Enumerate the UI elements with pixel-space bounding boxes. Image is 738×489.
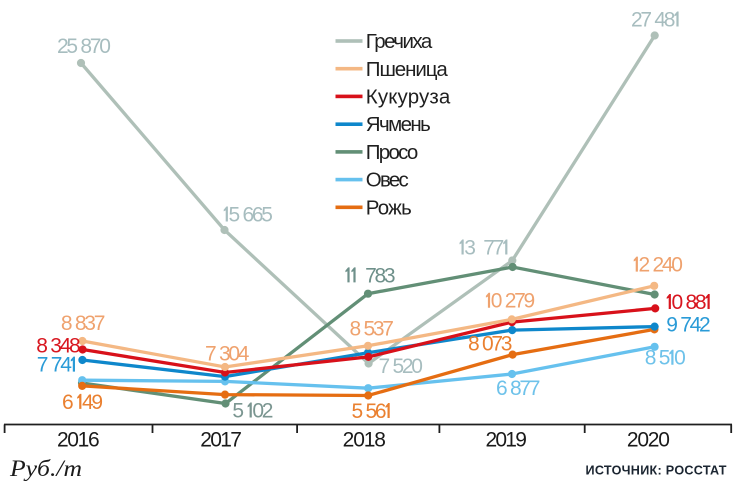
svg-text:7: 7 [493,237,505,260]
svg-text:7: 7 [94,312,106,335]
svg-text:7: 7 [90,35,102,58]
svg-text:6: 6 [252,204,264,227]
svg-text:7: 7 [379,355,391,378]
svg-text:0: 0 [228,342,240,365]
svg-text:4: 4 [82,391,94,414]
svg-text:ИСТОЧНИК: РОССТАТ: ИСТОЧНИК: РОССТАТ [586,464,727,478]
svg-text:0: 0 [671,254,683,277]
svg-text:Ячмень: Ячмень [366,113,431,136]
svg-text:7: 7 [365,264,377,287]
svg-text:4: 4 [60,335,72,358]
svg-text:2: 2 [57,35,69,58]
svg-text:8: 8 [36,335,48,358]
svg-text:2018: 2018 [343,429,386,452]
svg-text:2016: 2016 [57,429,100,452]
svg-text:8: 8 [686,291,698,314]
svg-text:7: 7 [382,318,394,341]
svg-text:7: 7 [519,377,531,400]
svg-text:3: 3 [84,312,96,335]
svg-text:7: 7 [491,332,503,355]
svg-text:9: 9 [91,391,103,414]
svg-text:Руб./т: Руб./т [9,456,82,482]
svg-text:3: 3 [464,237,476,260]
svg-text:Кукуруза: Кукуруза [366,86,451,109]
svg-text:5: 5 [364,318,376,341]
svg-text:6: 6 [496,377,508,400]
svg-text:2019: 2019 [486,429,527,452]
svg-text:4: 4 [60,354,72,377]
svg-text:9: 9 [524,290,536,313]
svg-text:8: 8 [375,264,387,287]
svg-text:3: 3 [373,318,385,341]
svg-text:2017: 2017 [200,429,242,452]
svg-text:7: 7 [514,290,526,313]
svg-text:Гречиха: Гречиха [366,30,433,53]
svg-text:5: 5 [66,35,78,58]
svg-text:0: 0 [674,347,686,370]
svg-text:0: 0 [411,355,423,378]
svg-text:Пшеница: Пшеница [366,58,449,81]
svg-text:6: 6 [62,391,74,414]
svg-text:2: 2 [402,355,414,378]
svg-text:0: 0 [672,291,684,314]
svg-text:0: 0 [491,290,503,313]
svg-text:7: 7 [37,354,49,377]
svg-text:6: 6 [243,204,255,227]
svg-text:5: 5 [659,347,671,370]
svg-text:2: 2 [639,254,651,277]
svg-text:7: 7 [51,354,63,377]
svg-text:0: 0 [482,332,494,355]
svg-text:4: 4 [662,254,674,277]
svg-text:8: 8 [468,332,480,355]
svg-text:8: 8 [695,291,707,314]
svg-text:8: 8 [664,9,676,32]
svg-text:7: 7 [205,342,217,365]
svg-text:7: 7 [640,9,652,32]
svg-text:Просо: Просо [366,141,419,164]
svg-text:7: 7 [483,237,495,260]
svg-text:2: 2 [505,290,517,313]
svg-text:5: 5 [366,400,378,423]
svg-text:4: 4 [654,9,666,32]
svg-text:8: 8 [80,35,92,58]
svg-text:5: 5 [261,204,273,227]
svg-text:8: 8 [75,312,87,335]
svg-text:8: 8 [510,377,522,400]
svg-text:6: 6 [375,400,387,423]
svg-text:Овес: Овес [366,169,409,192]
svg-text:3: 3 [501,332,513,355]
svg-text:0: 0 [252,400,264,423]
svg-text:2: 2 [699,314,711,337]
svg-text:8: 8 [69,335,81,358]
svg-text:3: 3 [384,264,396,287]
svg-text:2: 2 [262,400,274,423]
svg-text:2: 2 [631,9,643,32]
svg-text:9: 9 [666,314,678,337]
svg-text:0: 0 [99,35,111,58]
svg-text:3: 3 [219,342,231,365]
svg-text:5: 5 [352,400,364,423]
svg-text:7: 7 [529,377,541,400]
svg-text:3: 3 [50,335,62,358]
svg-text:5: 5 [393,355,405,378]
svg-text:4: 4 [690,314,702,337]
svg-text:2: 2 [653,254,665,277]
svg-text:8: 8 [350,318,362,341]
svg-text:4: 4 [238,342,250,365]
svg-text:Рожь: Рожь [366,196,412,219]
svg-text:8: 8 [61,312,73,335]
svg-text:2020: 2020 [627,429,670,452]
svg-text:5: 5 [232,400,244,423]
svg-text:7: 7 [680,314,692,337]
svg-text:8: 8 [645,347,657,370]
svg-text:5: 5 [229,204,241,227]
